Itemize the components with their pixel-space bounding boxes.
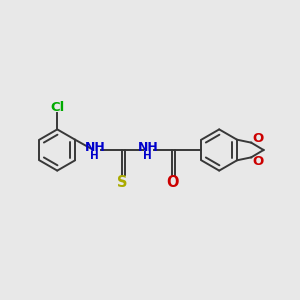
Text: S: S — [117, 175, 128, 190]
Text: H: H — [143, 152, 152, 161]
Text: NH: NH — [138, 141, 159, 154]
Text: NH: NH — [85, 141, 106, 154]
Text: O: O — [252, 155, 263, 168]
Text: O: O — [252, 132, 263, 145]
Text: O: O — [167, 175, 179, 190]
Text: Cl: Cl — [50, 101, 64, 114]
Text: H: H — [90, 152, 98, 161]
